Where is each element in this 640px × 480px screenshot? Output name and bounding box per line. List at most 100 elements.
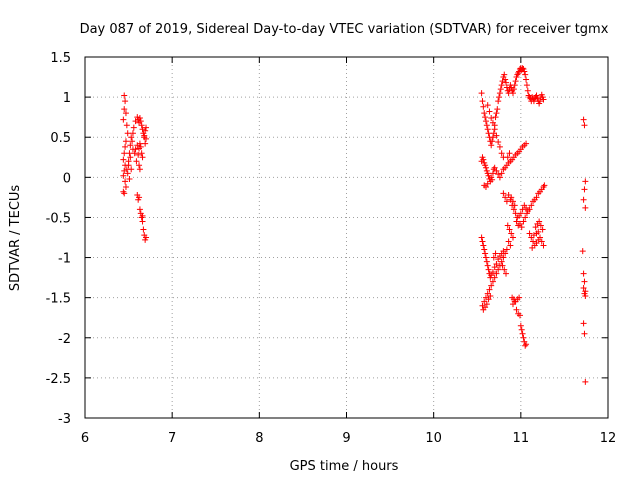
- data-point: [510, 206, 517, 213]
- data-point: [509, 90, 516, 97]
- data-point: [496, 143, 503, 150]
- data-point: [493, 167, 500, 174]
- data-point: [537, 222, 544, 229]
- data-point: [519, 330, 526, 337]
- data-point: [135, 151, 142, 158]
- data-point: [517, 210, 524, 217]
- data-point: [495, 139, 502, 146]
- data-point: [492, 114, 499, 121]
- data-point: [502, 194, 509, 201]
- data-point: [540, 242, 547, 249]
- data-point: [136, 166, 143, 173]
- data-point: [120, 156, 127, 163]
- data-point: [484, 180, 491, 187]
- data-point: [517, 322, 524, 329]
- data-point: [486, 108, 493, 115]
- data-point: [498, 150, 505, 157]
- data-point: [126, 175, 133, 182]
- data-point: [504, 154, 511, 161]
- data-point: [523, 82, 530, 89]
- data-point: [582, 178, 589, 185]
- data-point: [526, 206, 533, 213]
- data-point: [495, 171, 502, 178]
- data-point: [523, 140, 530, 147]
- y-tick-label: -1.5: [46, 292, 71, 307]
- tick-labels: 6 7 8 9 10 11 12 -3 -2.5 -2 -1.5 -1 -0.5 0 0.5 1 1.5: [46, 51, 617, 446]
- data-point: [580, 116, 587, 123]
- data-point: [503, 79, 510, 86]
- data-point: [496, 174, 503, 181]
- data-point: [482, 254, 489, 261]
- data-point: [581, 122, 588, 129]
- data-point: [481, 110, 488, 117]
- data-point: [516, 294, 523, 301]
- data-point: [140, 226, 147, 233]
- data-point: [505, 238, 512, 245]
- data-point: [500, 248, 507, 255]
- data-point: [580, 320, 587, 327]
- data-point: [130, 124, 137, 131]
- data-point: [489, 176, 496, 183]
- data-point: [506, 226, 513, 233]
- data-points: [120, 65, 589, 385]
- data-point: [498, 82, 505, 89]
- data-point: [478, 234, 485, 241]
- data-point: [498, 258, 505, 265]
- data-point: [539, 226, 546, 233]
- data-point: [488, 272, 495, 279]
- data-point: [488, 282, 495, 289]
- data-point: [513, 306, 520, 313]
- data-point: [138, 122, 145, 129]
- data-point: [500, 190, 507, 197]
- data-point: [489, 268, 496, 275]
- data-point: [493, 132, 500, 139]
- data-point: [128, 134, 135, 141]
- data-point: [493, 270, 500, 277]
- data-point: [485, 130, 492, 137]
- data-point: [143, 124, 150, 131]
- data-point: [581, 330, 588, 337]
- data-point: [521, 68, 528, 75]
- y-tick-label: 0.5: [50, 131, 71, 146]
- data-point: [510, 86, 517, 93]
- data-point: [511, 82, 518, 89]
- data-point: [523, 210, 530, 217]
- data-point: [139, 212, 146, 219]
- data-point: [480, 242, 487, 249]
- data-point: [533, 92, 540, 99]
- data-point: [533, 240, 540, 247]
- data-point: [124, 130, 131, 137]
- data-point: [142, 127, 149, 134]
- data-point: [508, 230, 515, 237]
- data-point: [513, 218, 520, 225]
- data-point: [582, 204, 589, 211]
- data-point: [579, 248, 586, 255]
- data-point: [520, 334, 527, 341]
- data-point: [478, 90, 485, 97]
- data-point: [483, 258, 490, 265]
- data-point: [481, 246, 488, 253]
- data-point: [501, 266, 508, 273]
- data-point: [136, 114, 143, 121]
- data-point: [490, 254, 497, 261]
- data-point: [120, 172, 127, 179]
- data-point: [484, 102, 491, 109]
- data-point: [504, 222, 511, 229]
- data-point: [122, 110, 129, 117]
- data-point: [122, 138, 129, 145]
- data-point: [139, 154, 146, 161]
- data-point: [528, 202, 535, 209]
- data-point: [482, 114, 489, 121]
- data-point: [482, 250, 489, 257]
- data-point: [580, 270, 587, 277]
- data-point: [533, 194, 540, 201]
- y-tick-label: 0: [63, 171, 71, 186]
- data-point: [499, 262, 506, 269]
- data-point: [482, 183, 489, 190]
- data-point: [483, 301, 490, 308]
- data-point: [512, 210, 519, 217]
- data-point: [127, 142, 134, 149]
- axis-ticks: [84, 56, 609, 419]
- data-point: [123, 122, 130, 129]
- data-point: [506, 150, 513, 157]
